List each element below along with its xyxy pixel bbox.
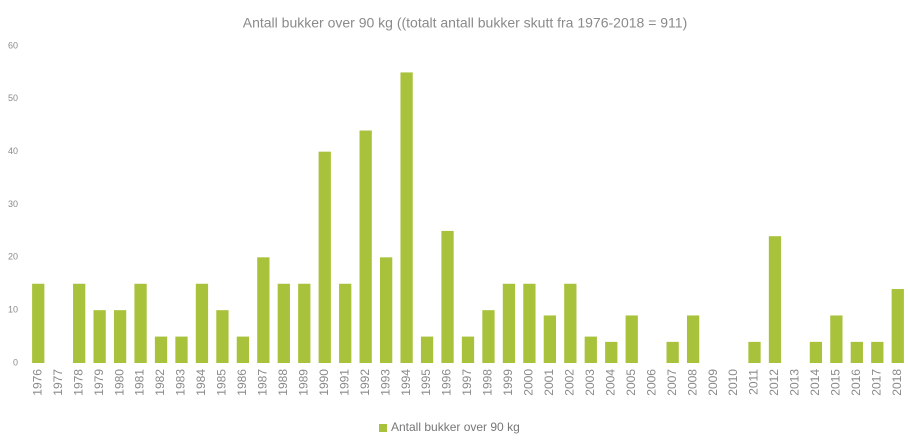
x-tick-label: 1976 bbox=[30, 369, 44, 396]
bar bbox=[236, 336, 250, 363]
x-tick-label: 2001 bbox=[542, 369, 556, 396]
x-tick-label: 2012 bbox=[767, 369, 781, 396]
x-tick-label: 1993 bbox=[378, 369, 392, 396]
bar bbox=[666, 341, 679, 363]
bar bbox=[482, 310, 495, 363]
x-tick-label: 1992 bbox=[358, 369, 372, 396]
bar bbox=[502, 283, 516, 363]
x-tick-label: 2010 bbox=[726, 369, 740, 396]
y-tick-label: 40 bbox=[8, 146, 18, 156]
x-tick-label: 2016 bbox=[849, 369, 863, 396]
x-tick-label: 1988 bbox=[276, 369, 290, 396]
x-tick-label: 2006 bbox=[644, 369, 658, 396]
x-tick-label: 1978 bbox=[71, 369, 85, 396]
bar bbox=[809, 341, 823, 363]
x-tick-label: 1997 bbox=[460, 369, 474, 396]
bar bbox=[891, 289, 904, 363]
bar bbox=[216, 310, 229, 363]
bar bbox=[339, 283, 352, 363]
x-tick-label: 2018 bbox=[890, 369, 904, 396]
x-tick-label: 2008 bbox=[685, 369, 699, 396]
x-tick-label: 1995 bbox=[419, 369, 433, 396]
x-tick-label: 2003 bbox=[583, 369, 597, 396]
y-tick-label: 50 bbox=[8, 93, 18, 103]
x-tick-label: 2004 bbox=[603, 369, 617, 396]
bar bbox=[195, 283, 209, 363]
x-tick-label: 1989 bbox=[296, 369, 310, 396]
bar bbox=[73, 283, 86, 363]
x-tick-label: 1985 bbox=[215, 369, 229, 396]
bar bbox=[564, 283, 577, 363]
bar bbox=[605, 341, 618, 363]
x-tick-label: 1994 bbox=[399, 369, 413, 396]
bar bbox=[523, 283, 536, 363]
bar bbox=[850, 341, 863, 363]
chart-title: Antall bukker over 90 kg ((totalt antall… bbox=[243, 15, 688, 31]
x-tick-label: 1996 bbox=[440, 369, 454, 396]
x-tick-label: 1986 bbox=[235, 369, 249, 396]
x-tick-label: 1999 bbox=[501, 369, 515, 396]
bar bbox=[380, 257, 393, 363]
x-tick-label: 2002 bbox=[562, 369, 576, 396]
x-tick-label: 2017 bbox=[869, 369, 883, 396]
x-tick-label: 2014 bbox=[808, 369, 822, 396]
x-tick-label: 2015 bbox=[829, 369, 843, 396]
bar bbox=[175, 336, 188, 363]
x-tick-label: 1983 bbox=[174, 369, 188, 396]
x-tick-label: 1987 bbox=[256, 369, 270, 396]
x-tick-label: 2005 bbox=[624, 369, 638, 396]
x-tick-label: 1991 bbox=[337, 369, 351, 396]
bar bbox=[257, 257, 270, 363]
bar bbox=[441, 230, 454, 363]
bar bbox=[154, 336, 168, 363]
bar bbox=[768, 236, 782, 363]
legend-swatch bbox=[379, 424, 387, 432]
bar bbox=[134, 283, 147, 363]
x-tick-label: 2009 bbox=[706, 369, 720, 396]
x-tick-label: 2013 bbox=[788, 369, 802, 396]
bar bbox=[686, 315, 700, 363]
bar bbox=[277, 283, 290, 363]
x-tick-label: 2011 bbox=[747, 369, 761, 395]
x-tick-label: 1984 bbox=[194, 369, 208, 396]
legend-label: Antall bukker over 90 kg bbox=[391, 420, 520, 434]
x-tick-label: 2007 bbox=[665, 369, 679, 396]
x-tick-label: 1982 bbox=[153, 369, 167, 396]
bar bbox=[32, 283, 45, 363]
bar bbox=[543, 315, 556, 363]
bar bbox=[420, 336, 434, 363]
bar bbox=[359, 130, 372, 363]
y-tick-label: 0 bbox=[13, 357, 18, 367]
x-tick-label: 1990 bbox=[317, 369, 331, 396]
x-tick-label: 1998 bbox=[481, 369, 495, 396]
bar bbox=[830, 315, 843, 363]
x-tick-label: 2000 bbox=[522, 369, 536, 396]
x-tick-label: 1981 bbox=[133, 369, 147, 396]
x-tick-label: 1977 bbox=[51, 369, 65, 396]
y-tick-label: 20 bbox=[8, 252, 18, 262]
bar bbox=[871, 341, 884, 363]
y-tick-label: 30 bbox=[8, 199, 18, 209]
bar bbox=[584, 336, 597, 363]
y-tick-label: 10 bbox=[8, 305, 18, 315]
bar bbox=[400, 72, 413, 364]
x-tick-label: 1979 bbox=[92, 369, 106, 396]
bar bbox=[93, 310, 106, 363]
bar bbox=[318, 151, 331, 363]
bar bbox=[461, 336, 475, 363]
x-tick-label: 1980 bbox=[112, 369, 126, 396]
bar bbox=[625, 315, 638, 363]
bar bbox=[748, 341, 761, 363]
bar bbox=[113, 310, 127, 363]
y-tick-label: 60 bbox=[8, 40, 18, 50]
bar bbox=[298, 283, 311, 363]
